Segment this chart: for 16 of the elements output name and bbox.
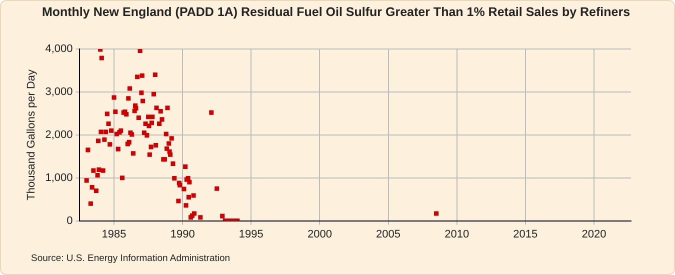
x-tick-label: 2020 xyxy=(582,228,606,240)
y-tick-label: 1,000 xyxy=(45,172,73,184)
x-tick-label: 2005 xyxy=(376,228,401,240)
chart-title: Monthly New England (PADD 1A) Residual Fuel Oil Sulfur Greater Than 1% Retail Sales by Refiners xyxy=(40,5,632,20)
y-tick-label: 2,000 xyxy=(45,128,73,141)
y-tick-label: 0 xyxy=(66,214,73,227)
y-axis-title: Thousand Gallons per Day xyxy=(26,68,38,200)
y-tick-label: 4,000 xyxy=(45,43,73,56)
x-tick-label: 1995 xyxy=(238,228,264,240)
x-tick-label: 2000 xyxy=(307,228,332,240)
x-tick-label: 2015 xyxy=(513,228,538,240)
x-tick-label: 2010 xyxy=(444,228,470,240)
y-tick-label: 3,000 xyxy=(45,86,73,98)
x-tick-label: 1985 xyxy=(102,228,126,240)
x-tick-label: 1990 xyxy=(170,228,195,240)
source-note: Source: U.S. Energy Information Administration xyxy=(31,253,230,264)
